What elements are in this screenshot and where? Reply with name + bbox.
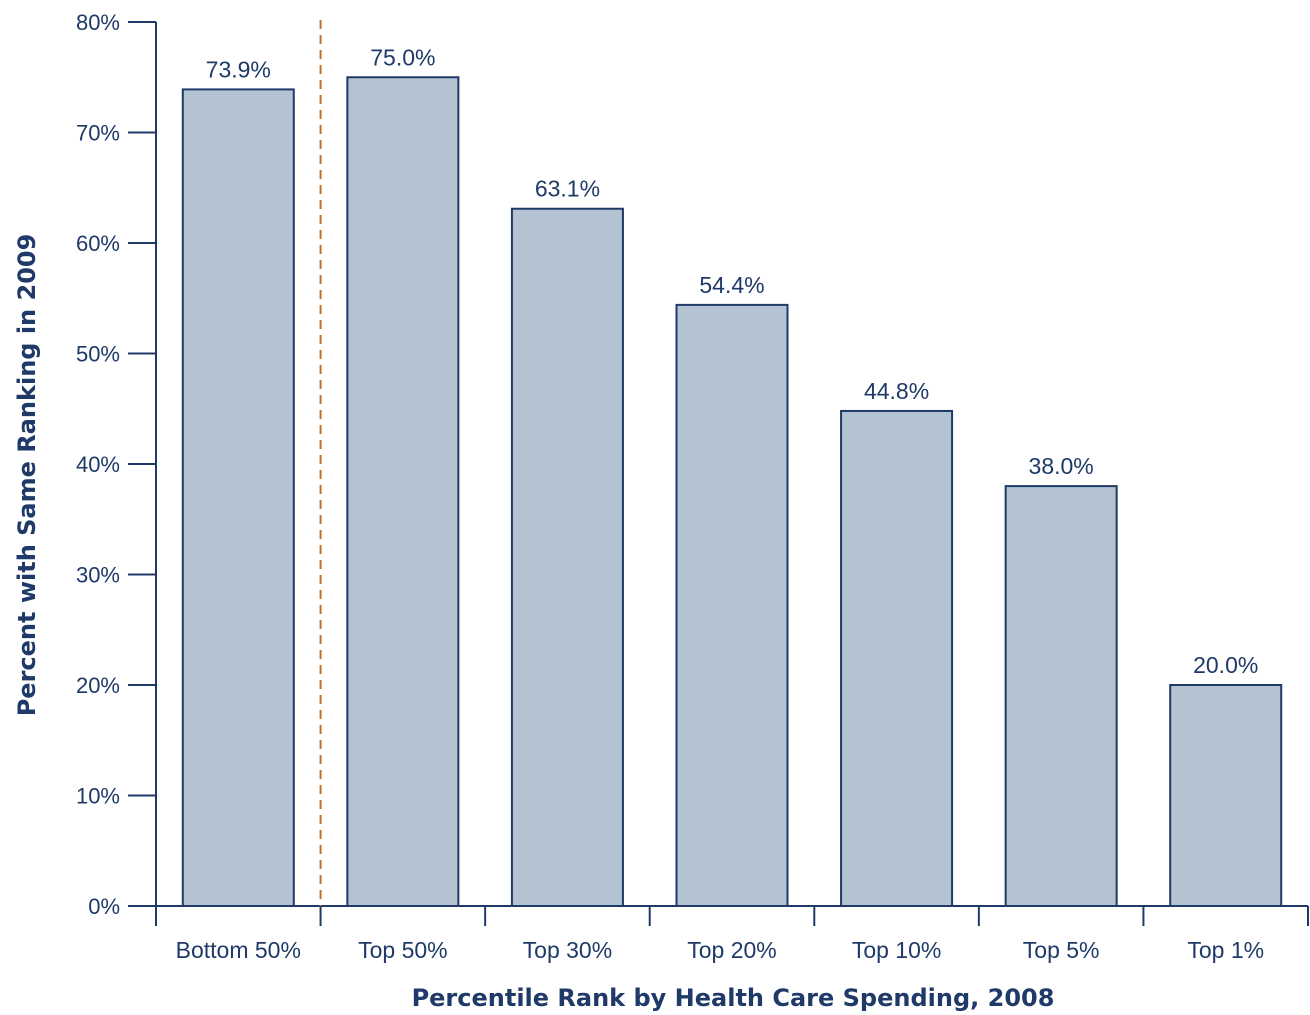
y-tick-label: 0% [88,894,120,919]
bar [181,88,295,907]
axes-layer [128,20,1309,926]
x-tick-label: Bottom 50% [176,937,301,963]
data-label: 63.1% [535,176,600,202]
bar [675,303,789,907]
y-tick-label: 20% [76,673,120,698]
bar [1169,684,1283,907]
y-tick-label: 40% [76,452,120,477]
x-tick-label: Top 10% [852,937,942,963]
x-axis-title: Percentile Rank by Health Care Spending,… [412,984,1055,1012]
y-tick-label: 50% [76,342,120,367]
data-label: 20.0% [1193,652,1258,678]
data-label: 75.0% [370,44,435,70]
y-axis-title: Percent with Same Ranking in 2009 [13,234,41,717]
y-tick-label: 60% [76,231,120,256]
y-tick-label: 10% [76,784,120,809]
y-tick-label: 30% [76,563,120,588]
data-label: 44.8% [864,378,929,404]
data-label: 38.0% [1029,453,1094,479]
x-tick-label: Top 5% [1023,937,1100,963]
bar [346,76,460,907]
bar [840,409,954,907]
labels-layer: 73.9% Bottom 50% 75.0% Top 50% 63.1% Top 30% 5… [76,10,1264,963]
bar [1004,485,1118,907]
y-tick-label: 70% [76,121,120,146]
bars-layer [181,76,1283,907]
data-label: 54.4% [699,272,764,298]
x-tick-label: Top 50% [358,937,448,963]
y-tick-label: 80% [76,10,120,35]
bar [510,207,624,907]
data-label: 73.9% [206,56,271,82]
x-tick-label: Top 1% [1187,937,1264,963]
x-tick-label: Top 20% [687,937,777,963]
x-tick-label: Top 30% [523,937,613,963]
